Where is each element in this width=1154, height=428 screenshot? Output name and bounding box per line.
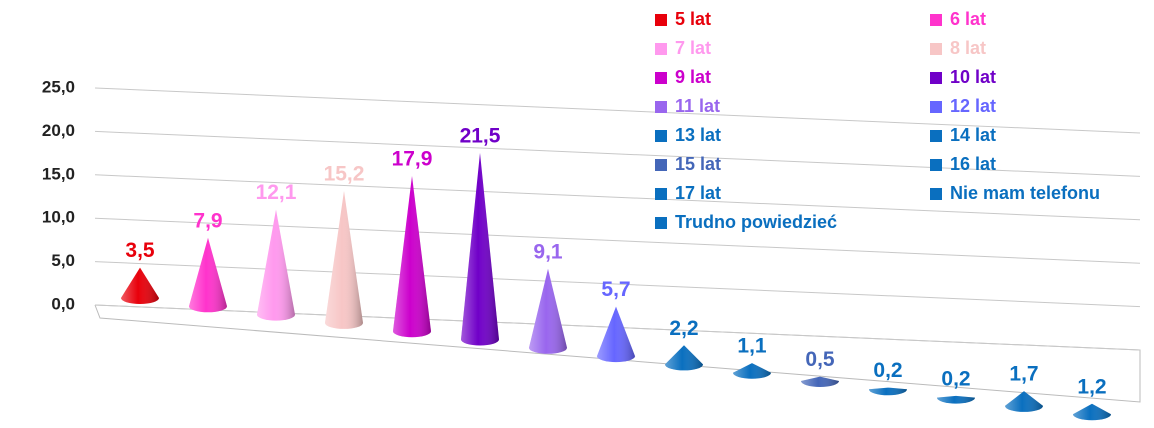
legend-label: 9 lat	[675, 67, 711, 87]
cone-face	[597, 306, 635, 363]
cone	[869, 387, 907, 396]
legend-label: 15 lat	[675, 154, 721, 174]
cone	[1073, 403, 1111, 421]
cone-face	[325, 190, 363, 329]
grid-line	[94, 174, 1141, 221]
cone-face	[121, 267, 159, 304]
legend-label: 8 lat	[950, 38, 986, 58]
legend-swatch	[655, 14, 667, 26]
cone	[937, 395, 975, 404]
legend-swatch	[930, 72, 942, 84]
legend-swatch	[655, 43, 667, 55]
cone	[257, 209, 295, 321]
legend-swatch	[655, 72, 667, 84]
cone-face	[869, 387, 907, 396]
legend-label: Trudno powiedzieć	[675, 212, 837, 232]
cone	[733, 363, 771, 379]
cone	[121, 267, 159, 304]
cone-face	[733, 363, 771, 379]
legend-swatch	[930, 14, 942, 26]
cone-face	[393, 175, 431, 338]
cone	[461, 152, 499, 346]
grid-line	[94, 217, 1141, 264]
value-label: 7,9	[193, 209, 222, 232]
legend-swatch	[655, 130, 667, 142]
legend-label: Nie mam telefonu	[950, 183, 1100, 203]
value-label: 0,2	[941, 367, 970, 390]
value-label: 5,7	[601, 278, 630, 301]
cone	[189, 237, 227, 313]
legend-swatch	[930, 130, 942, 142]
cone-face	[189, 237, 227, 313]
legend-swatch	[930, 188, 942, 200]
legend-label: 13 lat	[675, 125, 721, 145]
value-label: 0,5	[805, 348, 835, 371]
legend-swatch	[655, 101, 667, 113]
value-label: 1,2	[1077, 375, 1106, 398]
value-label: 21,5	[460, 124, 501, 147]
legend-label: 12 lat	[950, 96, 996, 116]
cone	[665, 345, 703, 371]
cone	[1005, 391, 1043, 412]
grid-line	[94, 87, 1141, 134]
cone	[325, 190, 363, 329]
y-tick-label: 25,0	[42, 77, 75, 96]
value-label: 15,2	[324, 163, 365, 186]
grid-line	[94, 130, 1141, 177]
value-label: 12,1	[256, 181, 297, 204]
cone	[393, 175, 431, 338]
value-label: 2,2	[669, 317, 698, 340]
legend-label: 6 lat	[950, 9, 986, 29]
value-label: 3,5	[125, 239, 155, 262]
legend-swatch	[930, 159, 942, 171]
cone-face	[257, 209, 295, 321]
legend-swatch	[655, 217, 667, 229]
y-tick-label: 15,0	[42, 164, 75, 183]
value-label: 17,9	[392, 147, 433, 170]
y-tick-label: 20,0	[42, 121, 75, 140]
cone	[801, 376, 839, 387]
legend-swatch	[655, 188, 667, 200]
y-tick-label: 0,0	[51, 294, 75, 313]
value-label: 9,1	[533, 240, 563, 263]
value-label: 1,7	[1009, 363, 1038, 386]
legend-label: 5 lat	[675, 9, 711, 29]
legend-label: 14 lat	[950, 125, 996, 145]
legend-label: 17 lat	[675, 183, 721, 203]
cone	[597, 306, 635, 363]
y-tick-label: 10,0	[42, 208, 75, 227]
legend-swatch	[930, 43, 942, 55]
cone-face	[937, 395, 975, 404]
legend-swatch	[930, 101, 942, 113]
legend-swatch	[655, 159, 667, 171]
cone	[529, 268, 567, 354]
cone-face	[461, 152, 499, 346]
cone-face	[529, 268, 567, 354]
y-tick-label: 5,0	[51, 251, 75, 270]
cone-face	[801, 376, 839, 387]
legend-label: 10 lat	[950, 67, 996, 87]
cone-face	[1073, 403, 1111, 421]
value-label: 1,1	[737, 335, 767, 358]
cone-face	[665, 345, 703, 371]
cone-face	[1005, 391, 1043, 412]
legend-label: 16 lat	[950, 154, 996, 174]
value-label: 0,2	[873, 359, 902, 382]
legend-label: 11 lat	[675, 96, 720, 116]
legend-label: 7 lat	[675, 38, 711, 58]
